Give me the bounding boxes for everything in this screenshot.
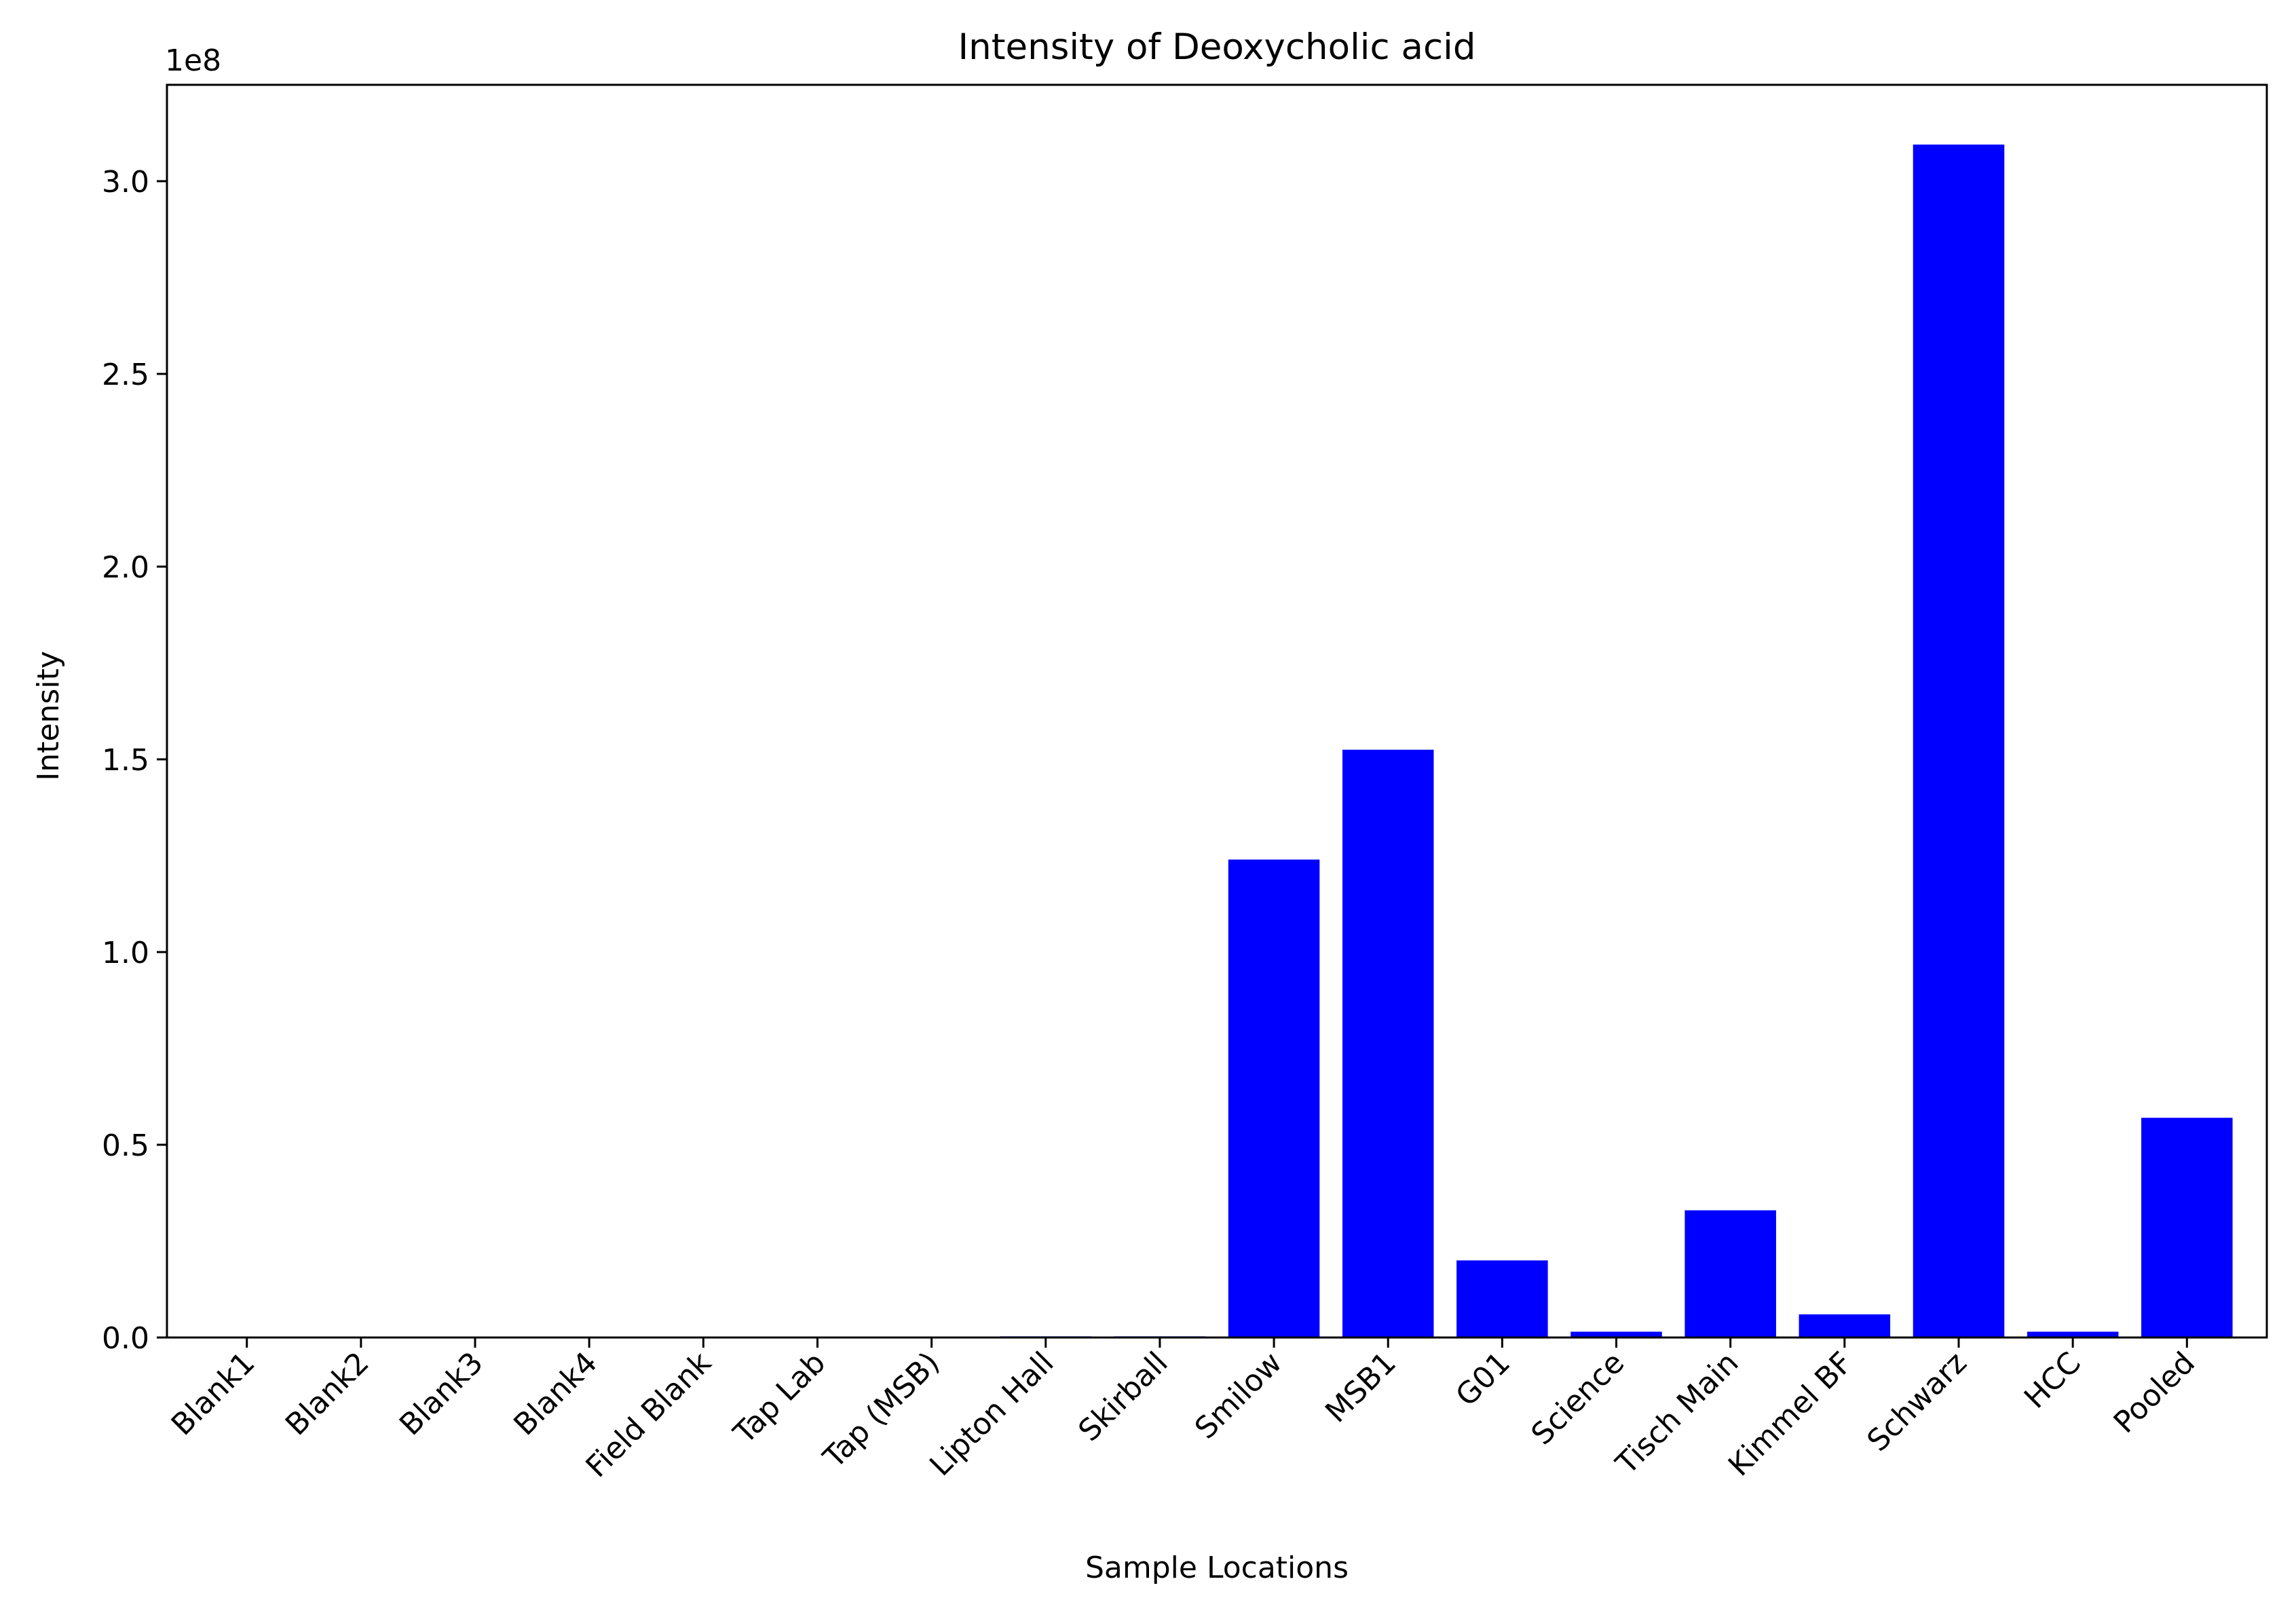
x-tick-label: Pooled (2107, 1346, 2202, 1440)
y-tick-label: 2.0 (102, 550, 149, 585)
x-tick-label: G01 (1449, 1346, 1517, 1413)
x-tick-label: Skirball (1072, 1346, 1174, 1448)
x-tick-label: Field Blank (580, 1345, 719, 1484)
x-tick-label: Kimmel BF (1722, 1346, 1860, 1483)
chart-title: Intensity of Deoxycholic acid (958, 26, 1476, 68)
bar-smilow (1228, 859, 1320, 1337)
x-tick-label: Tap Lab (727, 1346, 832, 1451)
y-tick-label: 1.5 (102, 743, 149, 778)
bar-science (1570, 1331, 1662, 1337)
y-tick-label: 3.0 (102, 165, 149, 200)
y-axis-offset-label: 1e8 (165, 43, 221, 78)
bar-msb1 (1342, 749, 1434, 1337)
x-tick-label: HCC (2018, 1346, 2088, 1416)
x-tick-label: Smilow (1188, 1346, 1289, 1446)
y-tick-label: 0.5 (102, 1128, 149, 1163)
bar-kimmel-bf (1799, 1314, 1891, 1337)
plot-frame (166, 83, 2268, 1339)
bar-tisch-main (1685, 1210, 1776, 1337)
y-tick-label: 2.5 (102, 358, 149, 392)
bar-schwarz (1913, 145, 2005, 1337)
x-tick-label: Lipton Hall (923, 1346, 1060, 1483)
x-tick-label: Blank2 (279, 1346, 376, 1443)
x-tick-label: Blank1 (165, 1346, 262, 1443)
x-tick-label: MSB1 (1319, 1346, 1403, 1430)
y-tick-label: 0.0 (102, 1321, 149, 1356)
x-tick-label: Science (1525, 1346, 1632, 1452)
x-tick-label: Schwarz (1860, 1346, 1973, 1458)
y-tick-label: 1.0 (102, 936, 149, 970)
y-axis-title: Intensity (31, 651, 66, 781)
y-axis-ticks: 0.0 0.5 1.0 1.5 2.0 2.5 3.0 (102, 165, 167, 1356)
bar-g01 (1456, 1260, 1548, 1337)
bar-hcc (2027, 1331, 2119, 1337)
bar-pooled (2141, 1118, 2233, 1337)
x-tick-label: Blank3 (393, 1346, 490, 1443)
bars-group (1000, 145, 2233, 1337)
x-axis-title: Sample Locations (1085, 1551, 1349, 1585)
x-tick-label: Blank4 (507, 1346, 604, 1443)
